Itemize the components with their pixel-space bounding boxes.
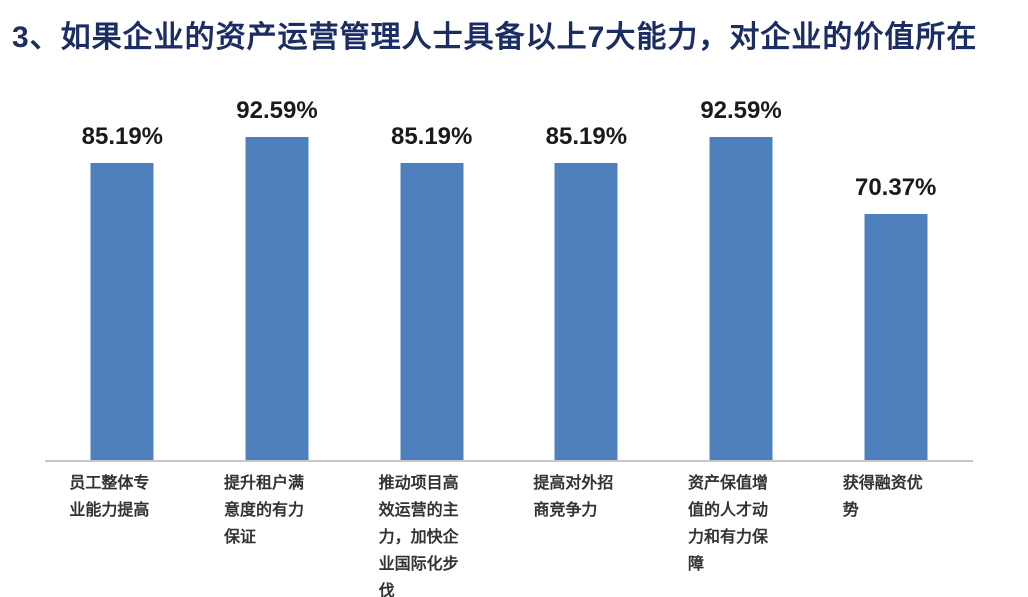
category-label: 资产保值增值的人才动力和有力保障	[688, 475, 769, 573]
category-label: 提升租户满意度的有力保证	[224, 475, 305, 546]
bar-value-label: 92.59%	[700, 96, 782, 124]
bar	[554, 162, 618, 460]
bar-column: 85.19% 提高对外招商竞争力	[509, 113, 664, 519]
category-label: 员工整体专业能力提高	[69, 475, 150, 519]
bar-column: 92.59% 提升租户满意度的有力保证	[200, 97, 355, 546]
bar	[245, 136, 309, 460]
bar-column: 85.19% 员工整体专业能力提高	[45, 113, 200, 519]
bar-value-label: 92.59%	[236, 96, 318, 124]
category-label: 提高对外招商竞争力	[533, 475, 614, 519]
bar	[864, 214, 928, 460]
bar-value-label: 70.37%	[854, 174, 937, 202]
bar-column: 85.19% 推动项目高效运营的主力，加快企业国际化步伐	[354, 113, 509, 597]
bar-column: 70.37% 获得融资优势	[818, 113, 973, 519]
bar-chart-plot-area: 85.19% 员工整体专业能力提高 92.59% 提升租户满意度的有力保证 85…	[45, 97, 973, 597]
chart-title: 3、如果企业的资产运营管理人士具备以上7大能力，对企业的价值所在	[12, 21, 978, 54]
bar	[400, 162, 464, 460]
bar	[709, 136, 773, 460]
bar-value-label: 85.19%	[81, 122, 164, 150]
bar-value-label: 85.19%	[545, 122, 628, 150]
bar	[90, 162, 154, 460]
category-label: 获得融资优势	[842, 475, 923, 519]
bar-column: 92.59% 资产保值增值的人才动力和有力保障	[664, 97, 819, 573]
bar-value-label: 85.19%	[390, 122, 473, 150]
category-label: 推动项目高效运营的主力，加快企业国际化步伐	[378, 475, 459, 597]
